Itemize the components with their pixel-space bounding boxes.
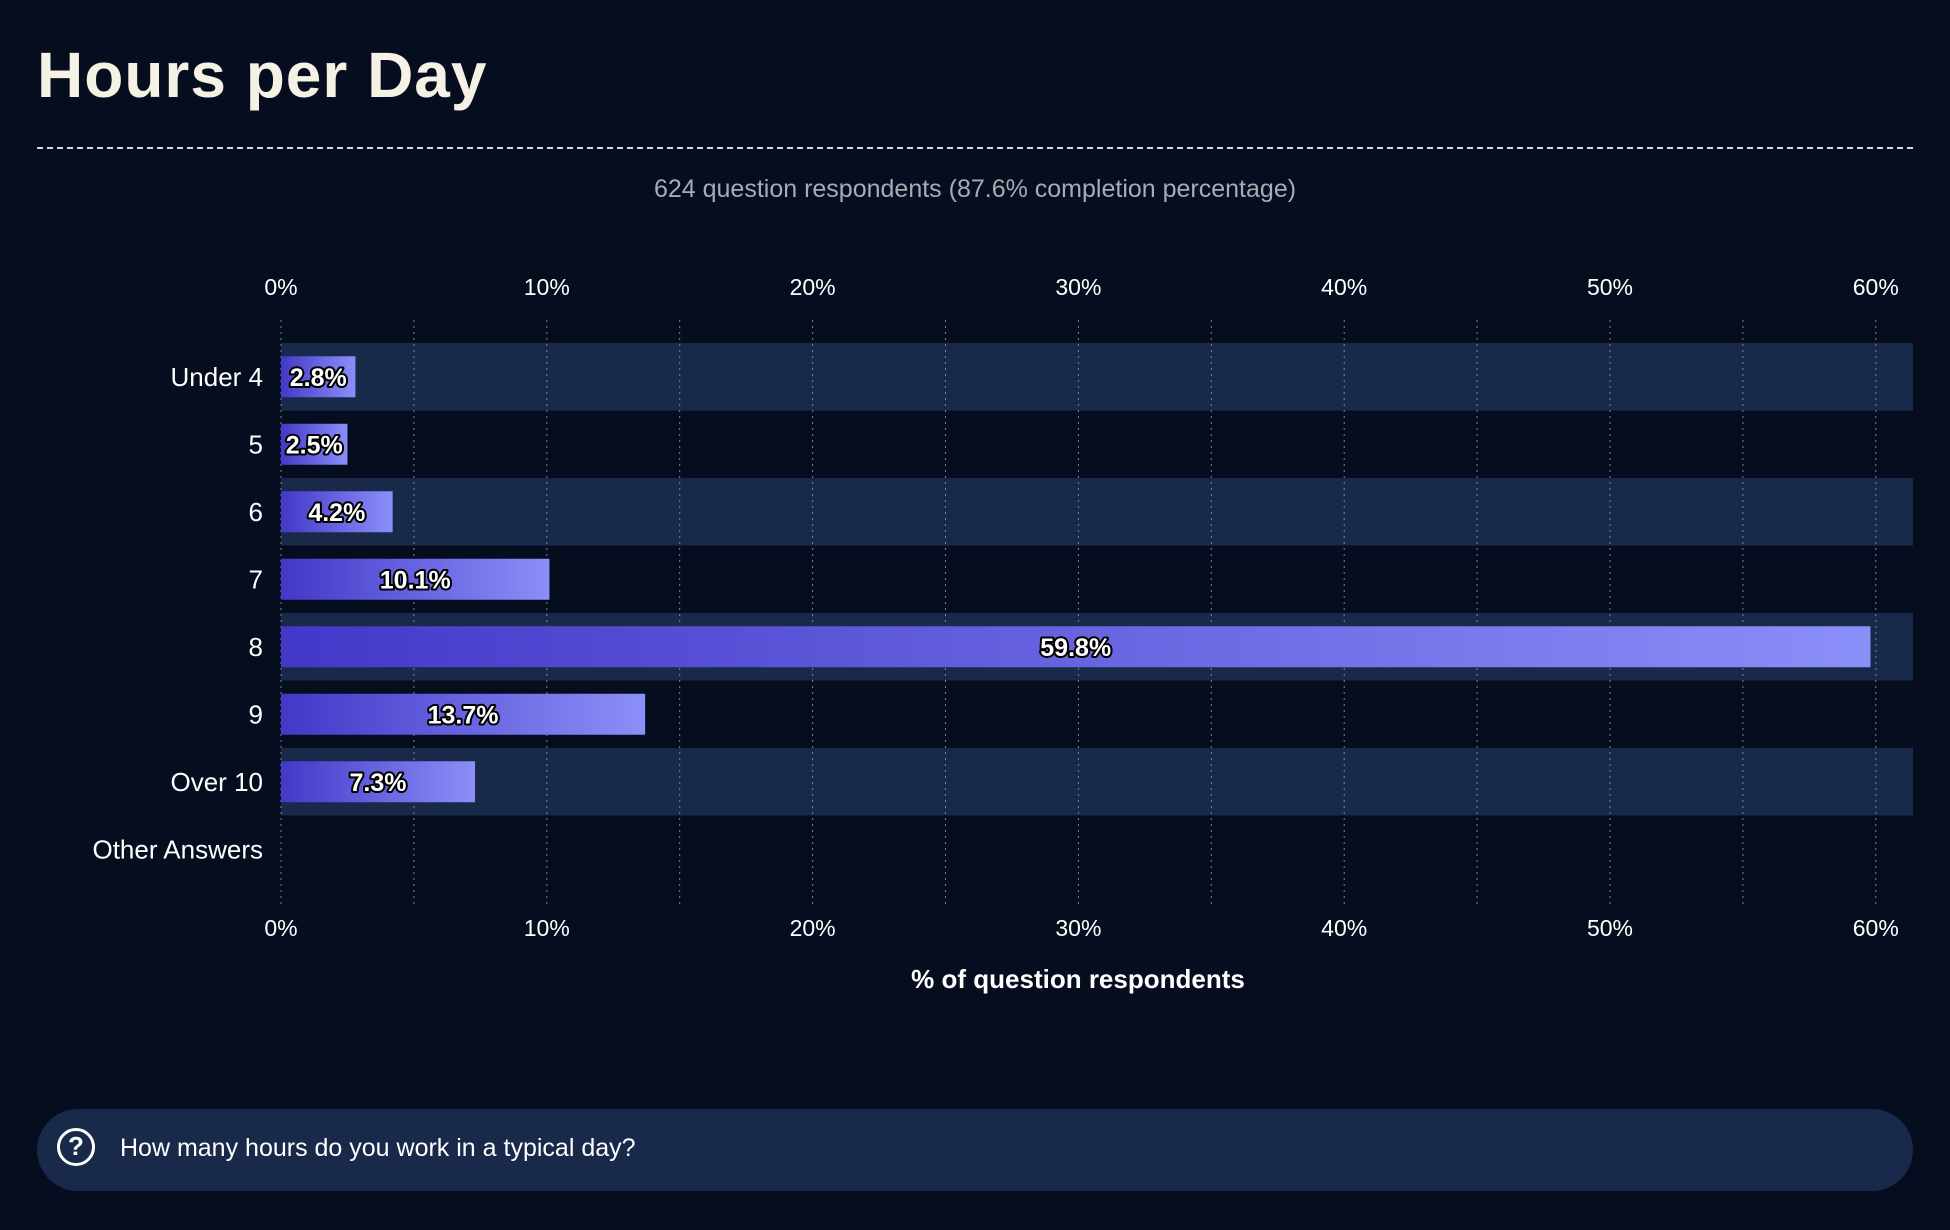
bars: 2.8% 2.5% 4.2% 10.1% 59.8% 13.7% 7.3% — [281, 356, 1871, 803]
x-axis-label: % of question respondents — [911, 964, 1245, 994]
x-tick-label: 40% — [1321, 274, 1367, 300]
x-tick-label: 10% — [524, 915, 570, 941]
bar — [281, 356, 356, 398]
x-tick-label: 20% — [790, 274, 836, 300]
bar-value-label: 13.7% — [428, 701, 499, 729]
category-label: 5 — [249, 429, 263, 459]
row-band — [281, 343, 1913, 411]
category-label: Other Answers — [92, 834, 263, 864]
bar — [281, 626, 1871, 668]
gridlines — [280, 320, 1877, 905]
category-label: 6 — [249, 497, 263, 527]
x-tick-label: 50% — [1587, 274, 1633, 300]
bar — [281, 693, 646, 735]
x-tick-label: 50% — [1587, 915, 1633, 941]
row-band — [281, 478, 1913, 546]
bar — [281, 558, 550, 600]
bar-value-label: 4.2% — [308, 499, 365, 527]
question-banner: ? How many hours do you work in a typica… — [37, 1109, 1913, 1191]
x-tick-label: 40% — [1321, 915, 1367, 941]
category-label: 8 — [249, 632, 263, 662]
respondents-subtitle-text: 624 question respondents (87.6% completi… — [653, 175, 1297, 203]
x-tick-label: 0% — [264, 915, 297, 941]
category-label: 7 — [249, 564, 263, 594]
category-label: 9 — [249, 699, 263, 729]
category-labels: Under 4 5 6 7 8 9 Over 10 Other Answers — [92, 362, 263, 865]
x-tick-label: 20% — [790, 915, 836, 941]
axis-ticks: 0% 0% 10% 10% 20% 20% 30% 30% 40% 40% 50% 50% 60% 60% — [264, 274, 1898, 941]
x-tick-label: 30% — [1055, 915, 1101, 941]
bar — [281, 761, 476, 803]
x-tick-label: 10% — [524, 274, 570, 300]
bar-value-label: 59.8% — [1040, 634, 1111, 662]
bar-value-label: 7.3% — [350, 769, 407, 797]
x-tick-label: 30% — [1055, 274, 1101, 300]
respondents-subtitle: 624 question respondents (87.6% completi… — [0, 175, 1950, 204]
x-tick-label: 60% — [1853, 274, 1899, 300]
title-divider — [37, 147, 1913, 149]
bar-value-label: 2.8% — [290, 364, 347, 392]
bar — [281, 423, 348, 465]
bar-value-label: 2.5% — [286, 431, 343, 459]
bar-value-label: 10.1% — [380, 566, 451, 594]
category-label: Over 10 — [171, 767, 264, 797]
question-text: How many hours do you work in a typical … — [120, 1134, 636, 1162]
x-tick-label: 0% — [264, 274, 297, 300]
page-title: Hours per Day — [37, 39, 488, 111]
bar — [281, 491, 393, 533]
category-label: Under 4 — [171, 362, 264, 392]
row-band — [281, 748, 1913, 816]
question-circle-icon: ? — [57, 1128, 95, 1166]
x-tick-label: 60% — [1853, 915, 1899, 941]
